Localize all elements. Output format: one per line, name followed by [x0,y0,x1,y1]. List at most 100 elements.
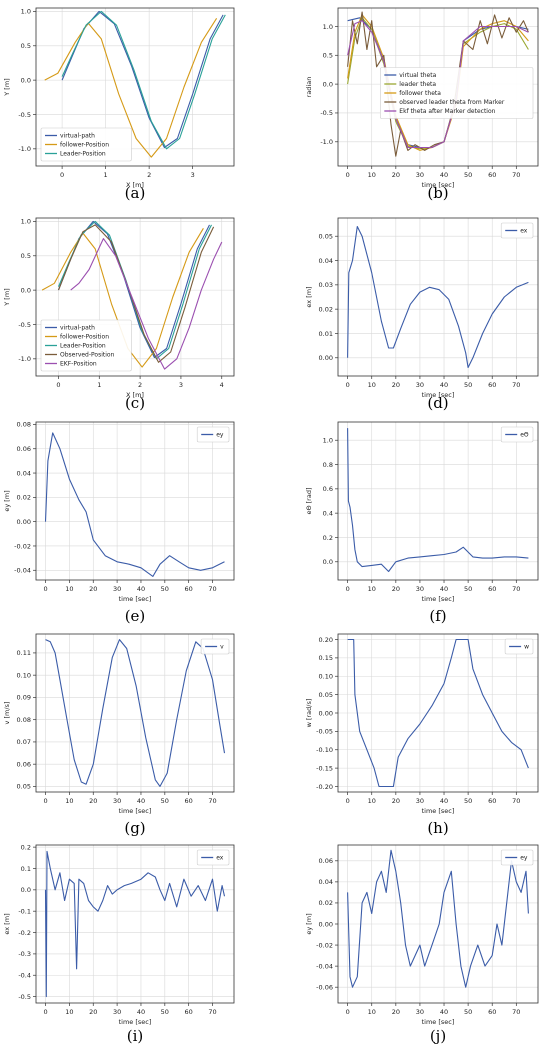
series-line-j-0 [347,849,529,988]
legend-box [379,67,534,119]
y-axis-label: eΘ [rad] [305,487,313,514]
y-tick-label: -1.0 [18,145,31,153]
y-tick-label: 1.0 [323,23,333,31]
x-tick-label: 40 [440,381,448,389]
plot-area [36,422,234,580]
x-tick-label: 10 [368,171,376,179]
x-tick-label: 30 [113,585,121,593]
x-tick-label: 60 [488,797,496,805]
legend: eΘ [500,426,534,443]
x-tick-label: 0 [56,381,60,389]
legend-label: ex [216,855,224,862]
y-tick-label: 0.00 [17,518,31,526]
y-tick-label: 1.0 [21,8,31,16]
x-tick-label: 40 [440,797,448,805]
chart-panel-a: 0 1 2 3 -1.0 -0.5 0.0 0.5 1.0 X [m] Y [m] virtual-p… [3,7,235,202]
axes-frame [337,217,539,377]
y-tick-label: 0.00 [319,920,333,928]
y-tick-label: 0.2 [21,843,31,851]
axes-frame [337,7,539,167]
y-tick-label: 0.06 [17,760,31,768]
y-axis-label: w [rad/s] [305,699,313,728]
x-axis-label: X [m] [126,181,144,189]
x-tick-label: 30 [416,1008,424,1016]
y-tick-label: 0.05 [319,233,333,241]
legend: w [504,638,534,655]
y-tick-label: -0.04 [14,567,31,575]
y-axis-label: Y [m] [3,288,11,306]
x-tick-label: 10 [368,1008,376,1016]
legend-label: ex [520,228,528,235]
x-tick-label: 0 [346,381,350,389]
x-tick-label: 70 [208,585,216,593]
chart-panel-i: 0 10 20 30 40 50 60 70 -0.5 -0.4 -0.3 -0.2 -0.1 0.0 0.… [3,843,235,1045]
x-tick-label: 10 [65,797,73,805]
legend: virtual theta leader theta follower theta o… [379,67,534,119]
chart-panel-g: 0 10 20 30 40 50 60 70 0.05 0.06 0.07 0.08 0.09 0.10 0… [3,633,235,837]
panel-caption: (h) [427,819,448,837]
panel-caption: (e) [125,607,146,625]
y-tick-label: 0.04 [319,878,333,886]
panel-caption: (c) [125,394,145,412]
x-tick-label: 20 [89,1008,97,1016]
y-tick-label: 0.5 [21,42,31,50]
legend-label: virtual theta [399,72,436,79]
y-tick-label: -1.0 [18,355,31,363]
y-tick-label: 0.01 [319,330,333,338]
y-tick-label: 0.02 [17,494,31,502]
series-line-c-4 [70,238,223,370]
x-tick-label: 20 [89,797,97,805]
x-axis-label: time [sec] [119,1018,152,1026]
panel-caption: (d) [427,394,448,412]
y-tick-label: 0.03 [319,281,333,289]
y-tick-label: 0.0 [21,76,31,84]
legend: ey [196,426,230,443]
x-tick-label: 20 [392,381,400,389]
x-tick-label: 70 [512,381,520,389]
legend-label: observed leader theta from Marker [399,99,505,106]
x-tick-label: 30 [416,797,424,805]
x-tick-label: 70 [208,797,216,805]
y-tick-label: 0.05 [319,691,333,699]
y-tick-label: 0.8 [323,461,333,469]
y-tick-label: 0.04 [17,469,31,477]
x-tick-label: 0 [43,585,47,593]
x-tick-label: 30 [416,381,424,389]
y-tick-label: -0.05 [316,728,333,736]
legend-label: follower-Position [60,334,109,341]
y-tick-label: 0.11 [17,649,31,657]
y-axis-label: Y [m] [3,78,11,96]
x-tick-label: 1 [104,171,108,179]
x-tick-label: 60 [185,585,193,593]
panel-caption: (a) [125,184,146,202]
legend-label: virtual-path [60,133,95,140]
x-tick-label: 0 [43,797,47,805]
series-line-i-0 [44,850,226,998]
x-tick-label: 2 [138,381,142,389]
y-tick-label: 0.0 [21,886,31,894]
y-tick-label: 0.20 [319,636,333,644]
legend-box [40,319,132,372]
axes-frame [35,844,235,1004]
x-axis-label: time [sec] [422,1018,455,1026]
x-tick-label: 50 [161,1008,169,1016]
x-axis-label: time [sec] [422,181,455,189]
axes-frame [35,217,235,377]
y-axis-label: ex [m] [305,286,313,307]
legend-label: v [220,644,224,651]
x-tick-label: 40 [440,171,448,179]
chart-panel-j: 0 10 20 30 40 50 60 70 -0.06 -0.04 -0.02 0.00 0.02 0.… [305,844,539,1045]
x-tick-label: 50 [464,797,472,805]
x-tick-label: 10 [368,585,376,593]
legend-box [40,127,132,162]
x-tick-label: 3 [191,171,195,179]
x-tick-label: 0 [43,1008,47,1016]
y-tick-label: 0.4 [323,509,333,517]
legend-label: ey [216,432,224,439]
y-axis-label: ey [m] [305,913,313,934]
chart-panel-f: 0 10 20 30 40 50 60 70 0.0 0.2 0.4 0.6 0.8 1.0 time [s… [305,421,539,625]
legend: virtual-path follower-Position Leader-Posi… [40,127,132,162]
series-line-c-3 [57,224,215,363]
plot-area [338,218,538,376]
x-tick-label: 70 [512,171,520,179]
